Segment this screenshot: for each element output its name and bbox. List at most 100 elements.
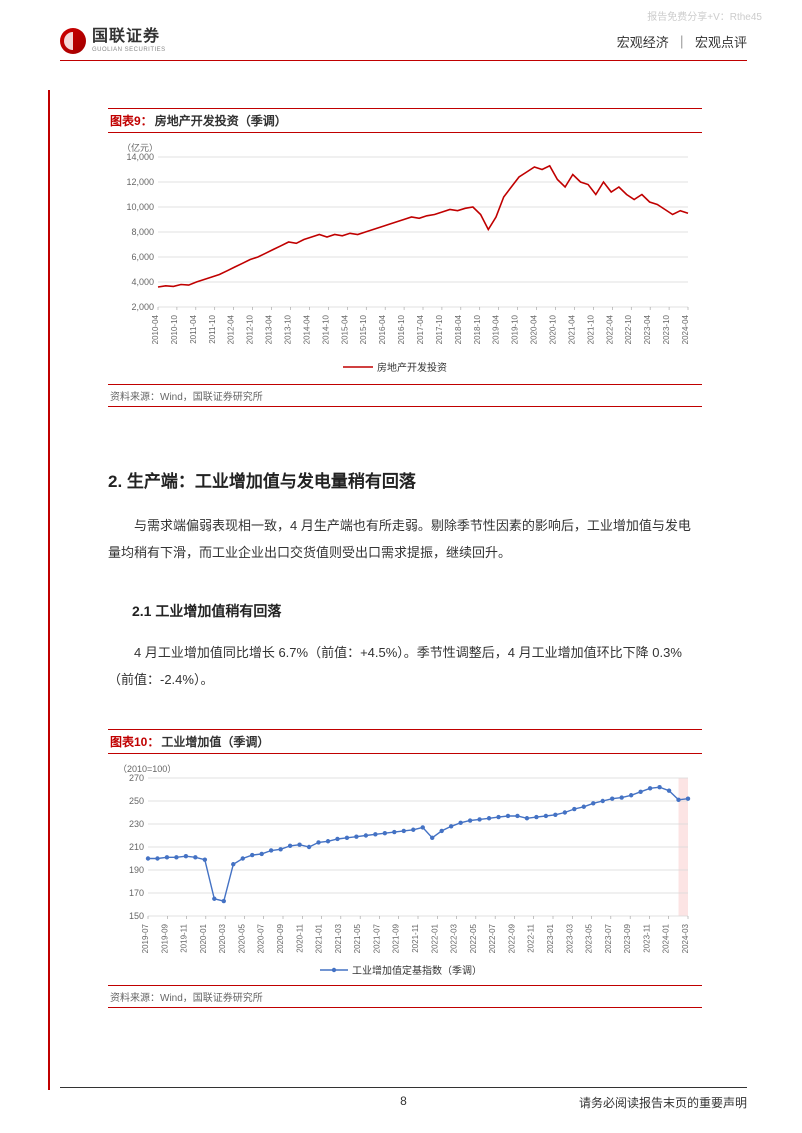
section-2-1-para: 4 月工业增加值同比增长 6.7%（前值：+4.5%）。季节性调整后，4 月工业… xyxy=(108,639,702,694)
svg-text:150: 150 xyxy=(129,911,144,921)
svg-text:2023-11: 2023-11 xyxy=(642,924,651,953)
svg-text:2023-05: 2023-05 xyxy=(585,924,594,954)
section-2-heading: 2. 生产端：工业增加值与发电量稍有回落 xyxy=(108,467,702,492)
svg-text:2022-01: 2022-01 xyxy=(430,924,439,954)
svg-text:2010-10: 2010-10 xyxy=(170,314,179,344)
footer-disclaimer: 请务必阅读报告末页的重要声明 xyxy=(579,1094,747,1111)
svg-text:2010-04: 2010-04 xyxy=(151,314,160,344)
svg-text:工业增加值定基指数（季调）: 工业增加值定基指数（季调） xyxy=(352,964,482,977)
svg-text:2021-03: 2021-03 xyxy=(334,924,343,954)
svg-text:2023-09: 2023-09 xyxy=(623,924,632,954)
svg-text:2021-04: 2021-04 xyxy=(567,314,576,344)
chart-10-title-text: 工业增加值（季调） xyxy=(161,735,269,749)
svg-text:（2010=100）: （2010=100） xyxy=(118,764,176,774)
svg-text:2013-04: 2013-04 xyxy=(265,314,274,344)
svg-text:2022-10: 2022-10 xyxy=(624,314,633,344)
svg-text:12,000: 12,000 xyxy=(126,177,154,187)
svg-text:2022-03: 2022-03 xyxy=(450,924,459,954)
chart-10-title: 图表10：工业增加值（季调） xyxy=(108,729,702,754)
svg-text:2012-04: 2012-04 xyxy=(227,314,236,344)
svg-text:2,000: 2,000 xyxy=(131,302,154,312)
page-header: 国联证券 GUOLIAN SECURITIES 宏观经济 ｜ 宏观点评 xyxy=(60,28,747,61)
svg-text:2022-09: 2022-09 xyxy=(507,924,516,954)
watermark-text: 报告免费分享+V：Rthe45 xyxy=(647,8,762,23)
svg-text:2019-11: 2019-11 xyxy=(180,924,189,953)
svg-text:2023-03: 2023-03 xyxy=(565,924,574,954)
svg-text:2013-10: 2013-10 xyxy=(284,314,293,344)
svg-text:2023-10: 2023-10 xyxy=(662,314,671,344)
section-2-1-heading: 2.1 工业增加值稍有回落 xyxy=(132,601,678,621)
svg-text:2017-10: 2017-10 xyxy=(435,314,444,344)
header-cat1: 宏观经济 xyxy=(617,35,669,50)
svg-text:250: 250 xyxy=(129,796,144,806)
header-category: 宏观经济 ｜ 宏观点评 xyxy=(617,32,747,51)
chart-10-svg: （2010=100） 150 170 190 210 230 250 270 2019-07 20… xyxy=(108,758,698,978)
chart-9-container: 图表9：房地产开发投资（季调） （亿元）2,0004,0006,0008,000… xyxy=(108,108,702,407)
logo: 国联证券 GUOLIAN SECURITIES xyxy=(60,28,166,54)
svg-text:6,000: 6,000 xyxy=(131,252,154,262)
svg-text:2020-09: 2020-09 xyxy=(276,924,285,954)
svg-text:2021-11: 2021-11 xyxy=(411,924,420,953)
svg-text:2024-04: 2024-04 xyxy=(681,314,690,344)
chart-9-source: 资料来源：Wind，国联证券研究所 xyxy=(108,384,702,407)
svg-text:2019-04: 2019-04 xyxy=(492,314,501,344)
section-2-para: 与需求端偏弱表现相一致，4 月生产端也有所走弱。剔除季节性因素的影响后，工业增加… xyxy=(108,512,702,567)
chart-9-plot: （亿元）2,0004,0006,0008,00010,00012,00014,0… xyxy=(108,133,702,382)
svg-text:2023-04: 2023-04 xyxy=(643,314,652,344)
svg-text:2020-03: 2020-03 xyxy=(218,924,227,954)
svg-text:2011-10: 2011-10 xyxy=(208,314,217,343)
chart-10-source: 资料来源：Wind，国联证券研究所 xyxy=(108,985,702,1008)
svg-text:2020-04: 2020-04 xyxy=(530,314,539,344)
svg-text:2017-04: 2017-04 xyxy=(416,314,425,344)
svg-text:2014-04: 2014-04 xyxy=(302,314,311,344)
svg-text:2018-10: 2018-10 xyxy=(473,314,482,344)
svg-text:2020-07: 2020-07 xyxy=(257,924,266,954)
svg-text:2024-01: 2024-01 xyxy=(662,924,671,954)
svg-text:2019-10: 2019-10 xyxy=(511,314,520,344)
svg-text:14,000: 14,000 xyxy=(126,152,154,162)
svg-text:2018-04: 2018-04 xyxy=(454,314,463,344)
chart-9-svg: （亿元）2,0004,0006,0008,00010,00012,00014,0… xyxy=(108,137,698,377)
svg-text:2019-07: 2019-07 xyxy=(141,924,150,954)
chart-9-title-prefix: 图表9： xyxy=(110,114,153,128)
svg-text:2022-04: 2022-04 xyxy=(605,314,614,344)
chart-10-plot: （2010=100） 150 170 190 210 230 250 270 2019-07 20… xyxy=(108,754,702,983)
svg-text:2024-03: 2024-03 xyxy=(681,924,690,954)
logo-text-cn: 国联证券 xyxy=(92,29,166,45)
svg-text:190: 190 xyxy=(129,865,144,875)
svg-text:2023-07: 2023-07 xyxy=(604,924,613,954)
svg-text:房地产开发投资: 房地产开发投资 xyxy=(377,361,447,374)
svg-text:2020-11: 2020-11 xyxy=(295,924,304,953)
svg-text:2023-01: 2023-01 xyxy=(546,924,555,954)
svg-text:2016-04: 2016-04 xyxy=(378,314,387,344)
svg-text:2020-01: 2020-01 xyxy=(199,924,208,954)
svg-text:2014-10: 2014-10 xyxy=(321,314,330,344)
svg-text:270: 270 xyxy=(129,773,144,783)
svg-text:2020-05: 2020-05 xyxy=(237,924,246,954)
logo-icon xyxy=(60,28,86,54)
chart-10-title-prefix: 图表10： xyxy=(110,735,159,749)
svg-text:2022-11: 2022-11 xyxy=(527,924,536,953)
svg-text:2021-07: 2021-07 xyxy=(372,924,381,954)
svg-text:4,000: 4,000 xyxy=(131,277,154,287)
svg-text:2011-04: 2011-04 xyxy=(189,314,198,343)
svg-text:2022-05: 2022-05 xyxy=(469,924,478,954)
svg-text:8,000: 8,000 xyxy=(131,227,154,237)
svg-text:2021-10: 2021-10 xyxy=(586,314,595,344)
svg-text:2022-07: 2022-07 xyxy=(488,924,497,954)
svg-text:2016-10: 2016-10 xyxy=(397,314,406,344)
logo-text-en: GUOLIAN SECURITIES xyxy=(92,47,166,53)
svg-text:170: 170 xyxy=(129,888,144,898)
page-footer: 8 请务必阅读报告末页的重要声明 xyxy=(60,1087,747,1111)
chart-10-container: 图表10：工业增加值（季调） （2010=100） 150 170 190 210 230… xyxy=(108,729,702,1008)
svg-text:2012-10: 2012-10 xyxy=(246,314,255,344)
header-cat2: 宏观点评 xyxy=(695,35,747,50)
svg-text:210: 210 xyxy=(129,842,144,852)
svg-text:2020-10: 2020-10 xyxy=(549,314,558,344)
svg-text:10,000: 10,000 xyxy=(126,202,154,212)
left-accent-bar xyxy=(48,90,50,1090)
main-content: 图表9：房地产开发投资（季调） （亿元）2,0004,0006,0008,000… xyxy=(60,90,750,1008)
svg-text:230: 230 xyxy=(129,819,144,829)
chart-9-title-text: 房地产开发投资（季调） xyxy=(155,114,287,128)
svg-text:2021-09: 2021-09 xyxy=(392,924,401,954)
